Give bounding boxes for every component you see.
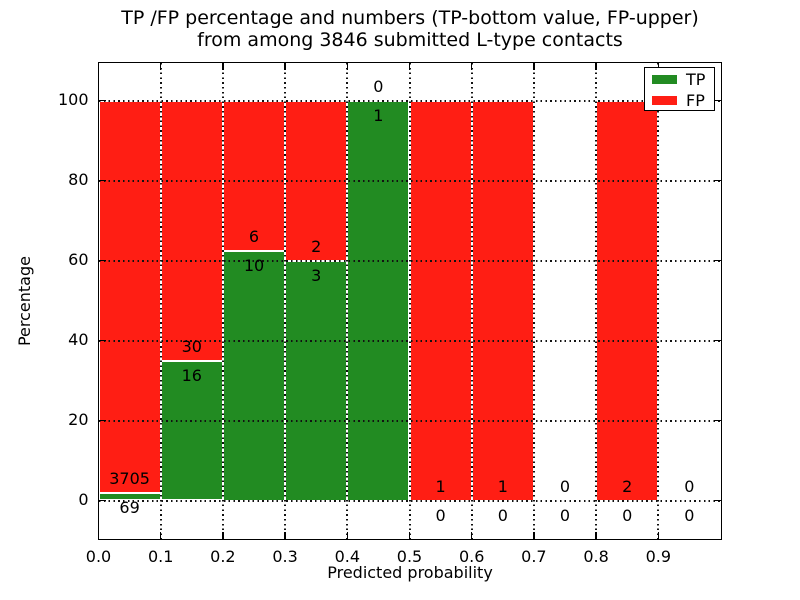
tp-count-label-9: 0 (684, 505, 695, 525)
bar-segment-tp-4 (347, 100, 410, 501)
xtick-bottom-0.7 (533, 531, 535, 539)
xtick-top-0.8 (595, 62, 597, 70)
x-tick-label-0.1: 0.1 (147, 546, 174, 566)
ytick-left-80 (98, 179, 106, 182)
ytick-left-20 (98, 419, 106, 422)
fp-count-label-6: 1 (497, 476, 508, 496)
x-axis-label: Predicted probability (327, 563, 493, 582)
y-tick-label-80: 80 (68, 169, 89, 189)
fp-count-label-9: 0 (684, 476, 695, 496)
x-tick-label-0.9: 0.9 (645, 546, 672, 566)
xtick-top-0.4 (346, 62, 349, 70)
xtick-top-0.0 (97, 62, 100, 70)
ytick-left-100 (98, 99, 106, 102)
x-tick-label-0.7: 0.7 (521, 546, 547, 566)
y-tick-label-0: 0 (78, 489, 89, 509)
x-tick-label-0.3: 0.3 (272, 546, 298, 566)
bar-segment-tp-3 (285, 260, 348, 501)
bar-segment-fp-0 (98, 100, 161, 494)
ytick-right-80 (713, 179, 721, 182)
legend: TP FP (644, 67, 715, 111)
x-tick-label-0.6: 0.6 (458, 546, 485, 566)
ytick-left-0 (98, 499, 106, 502)
ytick-right-20 (713, 419, 721, 422)
xtick-bottom-0.2 (222, 531, 224, 539)
tp-count-label-2: 10 (243, 255, 265, 275)
vgridline-0.5 (408, 62, 411, 539)
x-tick-label-0.4: 0.4 (334, 546, 361, 566)
bar-segment-fp-5 (409, 100, 472, 501)
y-tick-label-60: 60 (68, 249, 89, 269)
y-tick-label-20: 20 (68, 409, 89, 429)
xtick-bottom-0.1 (159, 531, 162, 539)
chart-title-line2: from among 3846 submitted L-type contact… (197, 29, 623, 51)
xtick-bottom-0.0 (97, 531, 100, 539)
y-tick-label-100: 100 (57, 89, 89, 109)
legend-entry-tp: TP (645, 70, 714, 89)
vgridline-0.4 (346, 62, 349, 539)
tp-swatch-icon (652, 75, 677, 84)
xtick-bottom-0.6 (470, 531, 473, 539)
xtick-bottom-0.4 (346, 531, 349, 539)
legend-entry-fp: FP (645, 91, 714, 110)
x-tick-label-0.2: 0.2 (210, 546, 236, 566)
bar-segment-tp-2 (222, 250, 286, 501)
xtick-top-0.9 (657, 62, 660, 70)
legend-label-fp: FP (686, 90, 705, 110)
fp-swatch-icon (652, 96, 677, 105)
tp-count-label-4: 1 (373, 105, 384, 125)
y-axis-label: Percentage (15, 256, 34, 347)
fp-count-label-1: 30 (181, 337, 202, 357)
fp-count-label-4: 0 (373, 76, 384, 96)
xtick-top-0.3 (284, 62, 286, 70)
x-tick-label-0.0: 0.0 (85, 546, 112, 566)
vgridline-0.3 (284, 62, 287, 539)
xtick-bottom-0.5 (408, 531, 411, 539)
vgridline-0.2 (221, 62, 224, 539)
tp-count-label-6: 0 (497, 505, 508, 525)
vgridline-0.6 (470, 62, 473, 539)
y-tick-label-40: 40 (68, 329, 89, 349)
vgridline-0.1 (159, 62, 162, 539)
vgridline-0.9 (657, 62, 660, 539)
xtick-top-0.2 (222, 62, 224, 70)
chart-title: TP /FP percentage and numbers (TP-bottom… (97, 7, 723, 51)
tp-count-label-5: 0 (435, 505, 446, 525)
ytick-left-60 (98, 259, 106, 262)
xtick-top-0.5 (408, 62, 411, 70)
bar-segment-fp-8 (596, 100, 659, 501)
legend-label-tp: TP (686, 69, 706, 89)
xtick-top-0.7 (533, 62, 535, 70)
ytick-right-0 (713, 499, 721, 502)
fp-count-label-0: 3705 (109, 469, 150, 489)
tp-count-label-8: 0 (622, 505, 633, 525)
ytick-right-60 (713, 259, 721, 262)
x-tick-label-0.8: 0.8 (583, 546, 609, 566)
xtick-bottom-0.3 (284, 531, 286, 539)
ytick-right-40 (713, 339, 721, 342)
plot-area: 0.0 0.1 0.2 0.3 0.4 0.5 0.6 0.7 0.8 0.9 0 20 40 60 80 1… (58, 61, 722, 566)
tp-count-label-1: 16 (181, 366, 202, 386)
tp-count-label-0: 69 (119, 498, 140, 518)
vgridline-0.7 (532, 62, 535, 539)
fp-count-label-5: 1 (435, 476, 446, 496)
ytick-right-100 (713, 99, 721, 102)
bar-segment-fp-6 (471, 100, 534, 501)
chart-title-line1: TP /FP percentage and numbers (TP-bottom… (121, 7, 699, 29)
fp-count-label-7: 0 (559, 476, 571, 496)
fp-count-label-2: 6 (248, 226, 260, 246)
fp-count-label-8: 2 (622, 476, 633, 496)
xtick-top-0.1 (159, 62, 162, 70)
vgridline-0.8 (595, 62, 598, 539)
fp-count-label-3: 2 (311, 236, 322, 256)
tp-count-label-3: 3 (311, 265, 322, 285)
xtick-top-0.6 (470, 62, 473, 70)
xtick-bottom-0.9 (657, 531, 660, 539)
tp-count-label-7: 0 (559, 505, 571, 525)
xtick-bottom-0.8 (595, 531, 597, 539)
ytick-left-40 (98, 339, 106, 342)
x-tick-label-0.5: 0.5 (396, 546, 423, 566)
